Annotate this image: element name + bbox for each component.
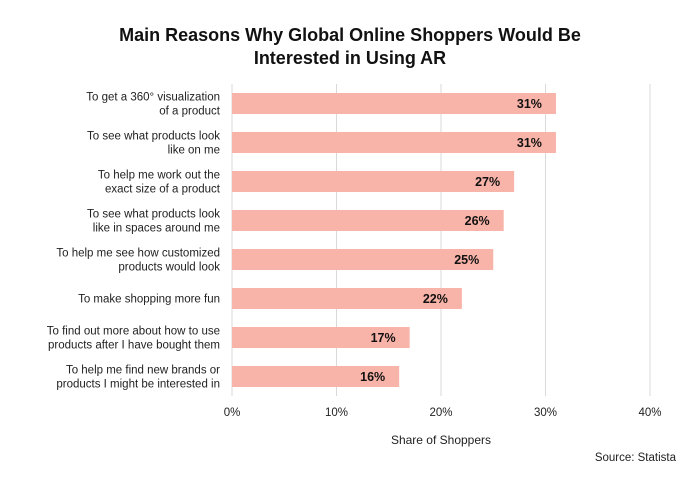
grid-lines (231, 84, 651, 396)
category-label: To get a 360° visualization of a product (86, 92, 221, 118)
category-label: To help me work out the exact size of a p… (98, 170, 221, 196)
category-label: To make shopping more fun (78, 294, 220, 306)
category-label: To see what products look like in spaces … (87, 209, 220, 235)
value-label: 31% (517, 136, 542, 150)
chart-title: Main Reasons Why Global Online Shoppers … (0, 24, 700, 70)
x-tick-label: 40% (638, 407, 661, 419)
bar (232, 249, 494, 270)
chart-title-line-1: Main Reasons Why Global Online Shoppers … (119, 25, 581, 45)
bars (232, 93, 556, 387)
chart-title-line-2: Interested in Using AR (253, 48, 447, 68)
value-label: 31% (517, 97, 542, 111)
category-label: To find out more about how to use product… (47, 326, 220, 352)
x-tick-label: 10% (325, 407, 348, 419)
source-note: Source: Statista (594, 452, 676, 464)
value-label: 27% (475, 175, 500, 189)
bar (232, 288, 462, 309)
value-label: 26% (465, 214, 490, 228)
x-tick-label: 30% (534, 407, 557, 419)
value-label: 25% (454, 253, 479, 267)
bar (232, 132, 556, 153)
category-label: To see what products look like on me (87, 131, 220, 157)
x-tick-label: 20% (429, 407, 452, 419)
category-labels: To get a 360° visualization of a product T… (47, 92, 221, 391)
value-label: 16% (360, 370, 385, 384)
bar (232, 210, 504, 231)
bar (232, 327, 410, 348)
value-label: 22% (423, 292, 448, 306)
bar (232, 93, 556, 114)
value-label: 17% (371, 331, 396, 345)
value-labels: 31% 31% 27% 26% 25% 22% 17% 16% (360, 97, 542, 384)
x-tick-labels: 0% 10% 20% 30% 40% (224, 407, 662, 419)
x-axis-label: Share of Shoppers (391, 433, 491, 447)
bar (232, 171, 515, 192)
x-tick-label: 0% (224, 407, 241, 419)
bar (232, 366, 400, 387)
category-label: To help me find new brands or products I … (56, 365, 220, 391)
category-label: To help me see how customized products wo… (56, 248, 220, 274)
